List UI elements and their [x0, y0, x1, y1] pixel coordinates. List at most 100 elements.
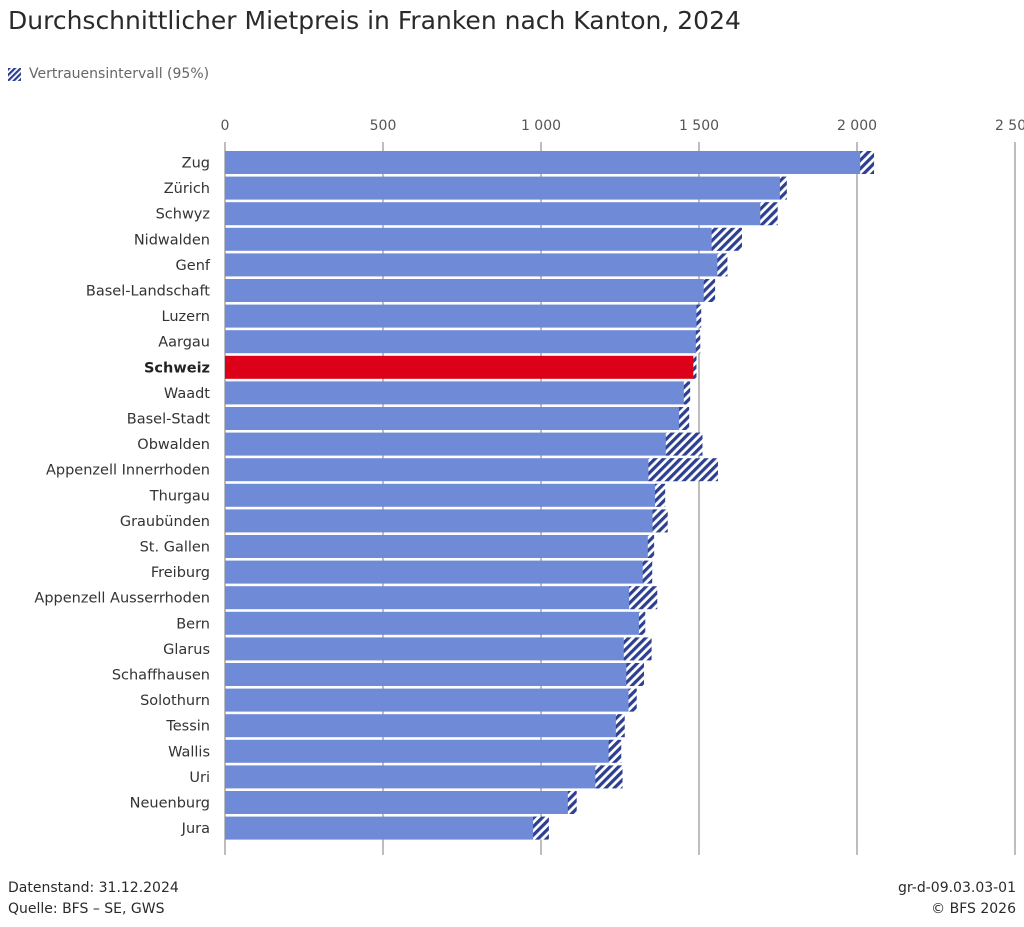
category-label: Appenzell Ausserrhoden: [34, 591, 210, 607]
legend: Vertrauensintervall (95%): [8, 66, 209, 82]
bar: [225, 663, 636, 686]
category-label: Graubünden: [120, 514, 210, 530]
confidence-interval: [679, 407, 690, 430]
category-label: Nidwalden: [134, 232, 210, 248]
x-tick-label: 1 500: [679, 118, 719, 134]
category-label: Obwalden: [137, 437, 210, 453]
category-labels: Zug Zürich Schwyz Nidwalden Genf Basel-Landsc…: [34, 156, 210, 838]
category-label: Schweiz: [144, 360, 210, 376]
bar: [225, 714, 621, 738]
category-label: Basel-Stadt: [127, 412, 211, 428]
confidence-interval: [567, 791, 577, 814]
category-label: Thurgau: [149, 488, 210, 504]
category-label: Appenzell Innerrhoden: [46, 463, 210, 479]
confidence-interval: [608, 739, 622, 763]
bar: [225, 560, 648, 584]
hatch-legend-icon: [8, 67, 21, 81]
bar: [225, 202, 769, 226]
bar: [225, 176, 784, 200]
bar: [225, 535, 651, 558]
bar: [225, 739, 615, 763]
bar: [225, 407, 685, 430]
category-label: Aargau: [158, 335, 210, 351]
bar: [225, 637, 638, 661]
confidence-interval: [665, 432, 703, 456]
x-tick-label: 2 500: [995, 118, 1024, 134]
confidence-interval: [760, 202, 778, 226]
category-label: Schaffhausen: [112, 668, 210, 684]
category-label: Tessin: [165, 719, 210, 735]
chart-title: Durchschnittlicher Mietpreis in Franken …: [8, 6, 741, 35]
category-label: Bern: [176, 616, 210, 632]
confidence-interval: [533, 816, 549, 840]
bar: [225, 253, 723, 277]
confidence-interval: [652, 509, 668, 533]
confidence-interval: [779, 176, 787, 200]
category-label: Luzern: [162, 309, 210, 325]
x-tick-label: 1 000: [521, 118, 561, 134]
bar: [225, 227, 727, 251]
data-date: Datenstand: 31.12.2024: [8, 880, 179, 896]
category-label: Zug: [182, 156, 210, 172]
legend-label: Vertrauensintervall (95%): [29, 66, 210, 82]
x-tick-label: 2 000: [837, 118, 877, 134]
bar: [225, 483, 661, 507]
confidence-interval: [693, 355, 697, 379]
confidence-interval: [696, 304, 702, 328]
confidence-interval: [695, 330, 701, 354]
footer-left: Datenstand: 31.12.2024 Quelle: BFS – SE,…: [8, 878, 179, 920]
category-label: Wallis: [168, 744, 210, 760]
confidence-interval: [860, 151, 875, 174]
confidence-interval: [648, 458, 718, 482]
bar: [225, 816, 541, 840]
confidence-interval: [628, 688, 637, 712]
confidence-interval: [717, 253, 728, 277]
bar: [225, 304, 699, 328]
bar: [225, 688, 633, 712]
bar-highlight: [225, 355, 695, 379]
source: Quelle: BFS – SE, GWS: [8, 901, 165, 917]
category-label: Jura: [181, 821, 210, 837]
category-label: Glarus: [163, 642, 210, 658]
bar: [225, 381, 687, 405]
confidence-interval: [642, 560, 653, 584]
copyright: © BFS 2026: [931, 901, 1016, 917]
category-label: Schwyz: [156, 207, 210, 223]
confidence-interval: [683, 381, 691, 405]
bar: [225, 458, 684, 482]
confidence-interval: [623, 637, 652, 661]
confidence-interval: [655, 483, 666, 507]
category-label: Uri: [189, 770, 210, 786]
confidence-interval: [626, 663, 645, 686]
bar: [225, 151, 868, 174]
category-label: St. Gallen: [140, 540, 210, 556]
category-label: Freiburg: [151, 565, 210, 581]
confidence-interval: [638, 611, 646, 635]
x-tick-label: 500: [370, 118, 397, 134]
bar: [225, 330, 699, 354]
confidence-interval: [629, 586, 658, 610]
category-label: Waadt: [164, 386, 210, 402]
bar: [225, 432, 685, 456]
confidence-interval: [711, 227, 742, 251]
bar: [225, 611, 643, 635]
footer-right: gr-d-09.03.03-01 © BFS 2026: [898, 878, 1016, 920]
confidence-interval: [595, 765, 623, 789]
x-axis-ticks: 0 500 1 000 1 500 2 000 2 500: [221, 118, 1024, 134]
bar-chart: 0 500 1 000 1 500 2 000 2 500 Zug Zürich Schwyz…: [34, 118, 1024, 855]
x-tick-label: 0: [221, 118, 230, 134]
category-label: Solothurn: [140, 693, 210, 709]
chart-id: gr-d-09.03.03-01: [898, 880, 1016, 896]
category-label: Basel-Landschaft: [86, 284, 210, 300]
category-label: Neuenburg: [130, 796, 210, 812]
bar: [225, 509, 661, 533]
bar: [225, 279, 710, 302]
confidence-interval: [615, 714, 625, 738]
category-label: Genf: [176, 258, 211, 274]
bars: [225, 151, 875, 840]
bar: [225, 765, 609, 789]
confidence-interval: [703, 279, 716, 302]
category-label: Zürich: [164, 181, 210, 197]
bar: [225, 586, 644, 610]
bar: [225, 791, 573, 814]
